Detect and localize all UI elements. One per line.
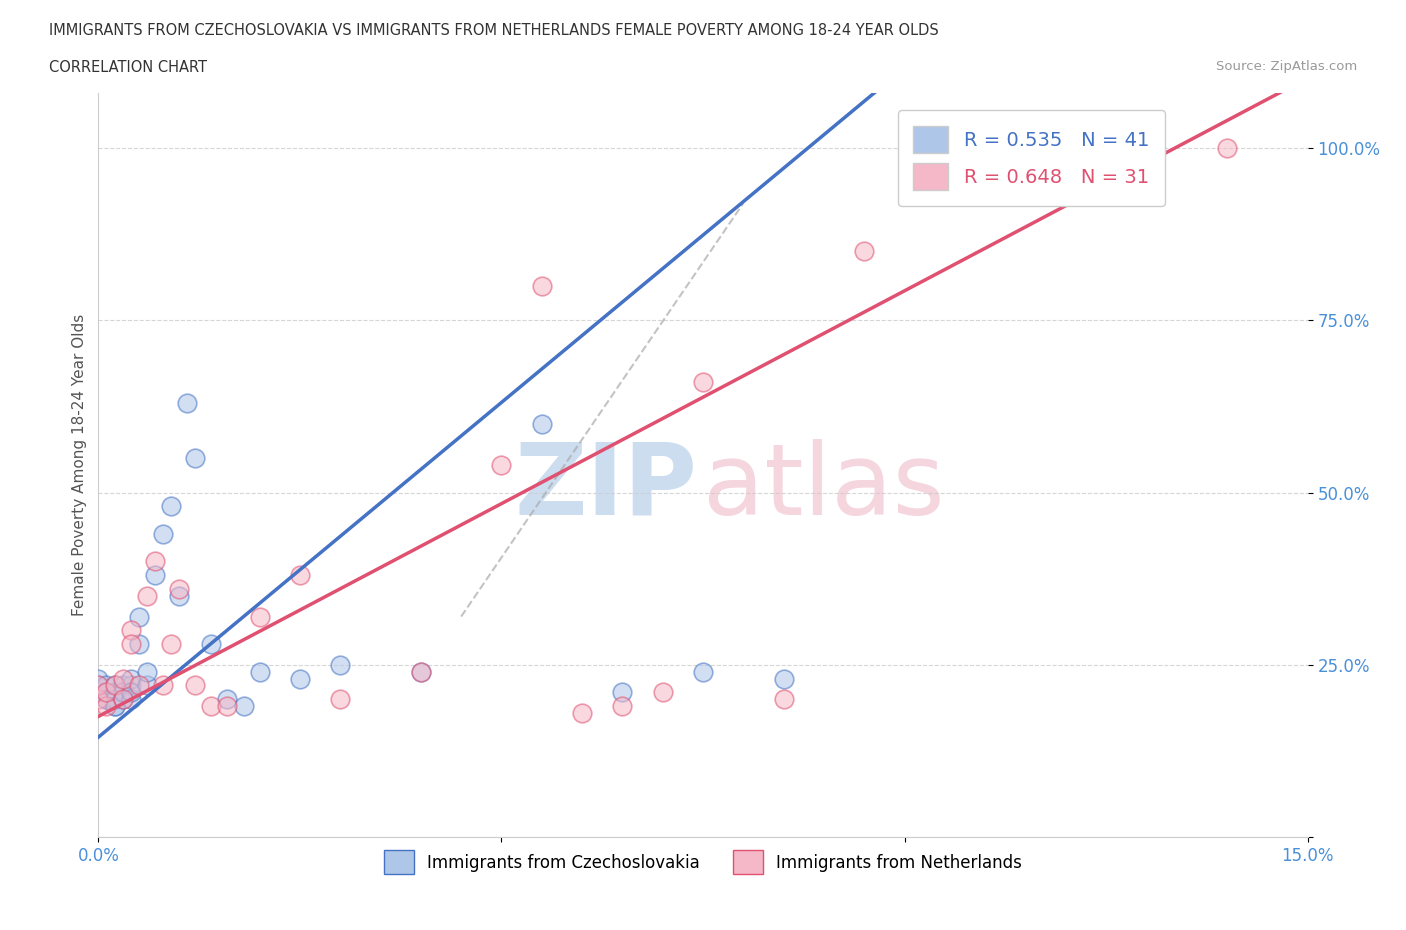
Point [692,664,714,679]
Point [87,671,110,686]
Point [143,554,166,569]
Point [96,684,118,699]
Y-axis label: Female Poverty Among 18-24 Year Olds: Female Poverty Among 18-24 Year Olds [72,314,87,617]
Point [103,684,125,699]
Text: Source: ZipAtlas.com: Source: ZipAtlas.com [1216,60,1357,73]
Point [128,637,150,652]
Point [87,678,110,693]
Point [612,698,634,713]
Point [120,678,142,693]
Legend: Immigrants from Czechoslovakia, Immigrants from Netherlands: Immigrants from Czechoslovakia, Immigran… [377,844,1029,881]
Point [329,692,352,707]
Point [111,684,134,699]
Text: IMMIGRANTS FROM CZECHOSLOVAKIA VS IMMIGRANTS FROM NETHERLANDS FEMALE POVERTY AMO: IMMIGRANTS FROM CZECHOSLOVAKIA VS IMMIGR… [49,23,939,38]
Point [184,678,207,693]
Point [571,706,593,721]
Point [128,678,150,693]
Point [135,664,157,679]
Point [772,671,794,686]
Point [87,678,110,693]
Point [491,458,513,472]
Point [692,375,714,390]
Point [176,395,198,410]
Point [167,589,190,604]
Point [120,671,142,686]
Point [96,698,118,713]
Point [651,684,673,699]
Point [103,698,125,713]
Point [288,671,311,686]
Point [111,692,134,707]
Point [217,692,239,707]
Point [120,623,142,638]
Point [160,637,183,652]
Point [111,678,134,693]
Point [103,678,125,693]
Point [96,678,118,693]
Point [200,637,222,652]
Point [530,278,553,293]
Text: CORRELATION CHART: CORRELATION CHART [49,60,207,75]
Point [288,568,311,583]
Point [853,244,876,259]
Point [128,609,150,624]
Point [111,692,134,707]
Point [103,678,125,693]
Point [772,692,794,707]
Point [120,684,142,699]
Point [120,637,142,652]
Point [120,692,142,707]
Text: ZIP: ZIP [515,439,697,536]
Point [103,698,125,713]
Point [152,678,174,693]
Point [1216,140,1239,155]
Point [111,684,134,699]
Point [249,664,271,679]
Point [167,581,190,596]
Point [87,692,110,707]
Point [135,589,157,604]
Point [329,658,352,672]
Point [409,664,432,679]
Point [200,698,222,713]
Point [160,498,183,513]
Point [103,692,125,707]
Point [111,671,134,686]
Point [184,451,207,466]
Point [249,609,271,624]
Point [152,526,174,541]
Point [96,684,118,699]
Point [87,684,110,699]
Point [96,692,118,707]
Point [232,698,254,713]
Point [143,568,166,583]
Point [612,684,634,699]
Point [530,417,553,432]
Point [135,678,157,693]
Point [409,664,432,679]
Point [96,692,118,707]
Text: atlas: atlas [703,439,945,536]
Point [217,698,239,713]
